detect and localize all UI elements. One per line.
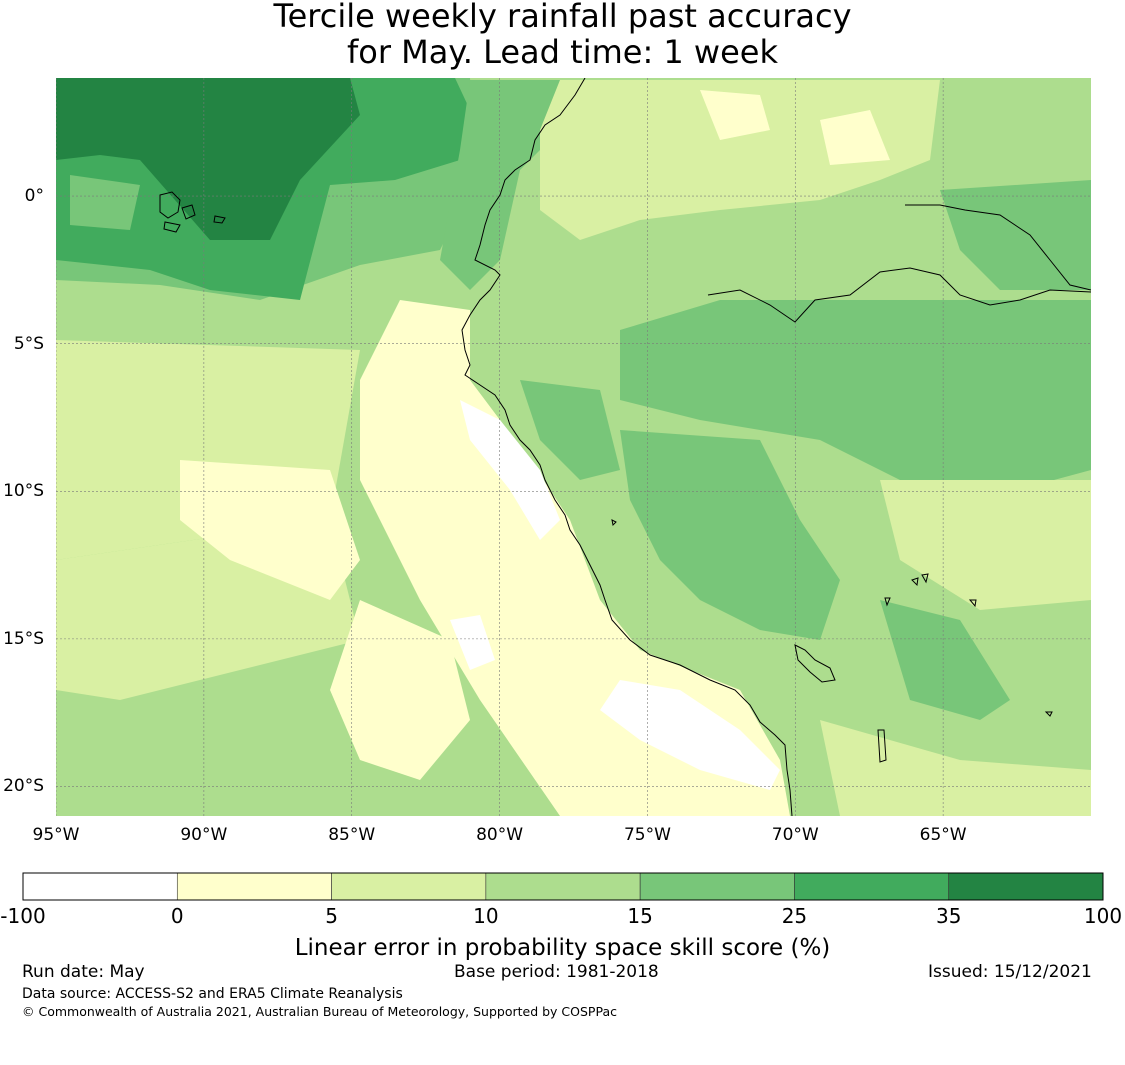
gridlines [56, 78, 1091, 816]
colorbar-frame [22, 872, 1104, 901]
longitude-tick-label: 75°W [623, 825, 671, 845]
inland-lakes [611, 519, 1053, 763]
colorbar-tick-label: 15 [627, 904, 653, 928]
data-source: Data source: ACCESS-S2 and ERA5 Climate … [22, 986, 403, 1002]
altiplano-band [880, 600, 1010, 720]
map-title-line-2: for May. Lead time: 1 week [346, 33, 778, 71]
coastline-path [461, 78, 793, 816]
base-period: Base period: 1981-2018 [454, 962, 659, 982]
colorbar-segment [485, 872, 641, 901]
latitude-tick-label: 15°S [3, 628, 44, 649]
colorbar-tick-label: 10 [473, 904, 499, 928]
andes-band [620, 430, 840, 640]
colombia-coast-band [440, 80, 560, 290]
south-coast-minimal [600, 680, 780, 790]
longitude-tick-label: 85°W [328, 825, 376, 845]
coastline [159, 78, 1091, 816]
galapagos-patch [70, 175, 140, 230]
colorbar-segment [176, 872, 332, 901]
amazon-upper [620, 300, 1091, 500]
colorbar-tick-label: -100 [0, 904, 46, 928]
amazon-river-main [707, 267, 1091, 323]
colorbar-segment [948, 872, 1104, 901]
south-ocean-low-2 [330, 600, 470, 780]
colorbar-segment [22, 872, 178, 901]
colorbar-segment [794, 872, 950, 901]
skill-field [56, 78, 1091, 816]
north-interior-lightest-2 [820, 110, 890, 165]
peru-coast-minimal [460, 400, 560, 540]
colorbar-segment [639, 872, 795, 901]
colorbar-tick-label: 25 [781, 904, 808, 928]
galapagos-islands [159, 191, 226, 233]
amazon-inner [520, 380, 620, 480]
north-pacific-band-top [56, 78, 360, 240]
offshore-minimal [450, 615, 495, 670]
colorbar-tick-label: 100 [1083, 904, 1123, 928]
latitude-tick-label: 0° [24, 186, 44, 207]
copyright: © Commonwealth of Australia 2021, Austra… [22, 1004, 617, 1019]
longitude-tick-label: 95°W [32, 825, 80, 845]
colorbar-tick-label: 0 [170, 904, 184, 928]
amazon-river-north [905, 204, 1091, 291]
longitude-tick-label: 70°W [771, 825, 819, 845]
south-interior-light [880, 480, 1091, 610]
south-interior-light-2 [820, 720, 1091, 816]
longitude-tick-label: 90°W [180, 825, 228, 845]
colorbar-label: Linear error in probability space skill … [294, 935, 831, 961]
colorbar-tick-label: 35 [935, 904, 962, 928]
latitude-tick-label: 20°S [3, 776, 44, 797]
colorbar-tick-label: 5 [325, 904, 338, 928]
map-title-line-1: Tercile weekly rainfall past accuracy [273, 0, 852, 35]
south-ocean-low [180, 460, 360, 600]
colorbar [22, 872, 1104, 901]
north-interior-lightest [700, 90, 770, 140]
longitude-tick-label: 65°W [919, 825, 967, 845]
issued-date: Issued: 15/12/2021 [928, 962, 1092, 982]
amazon-northeast [940, 180, 1091, 290]
latitude-tick-label: 10°S [3, 481, 44, 502]
latitude-tick-label: 5°S [13, 333, 44, 354]
map-area [56, 78, 1091, 816]
lake-titicaca [794, 644, 836, 683]
longitude-tick-label: 80°W [476, 825, 524, 845]
colorbar-segment [331, 872, 487, 901]
run-date: Run date: May [22, 962, 145, 982]
